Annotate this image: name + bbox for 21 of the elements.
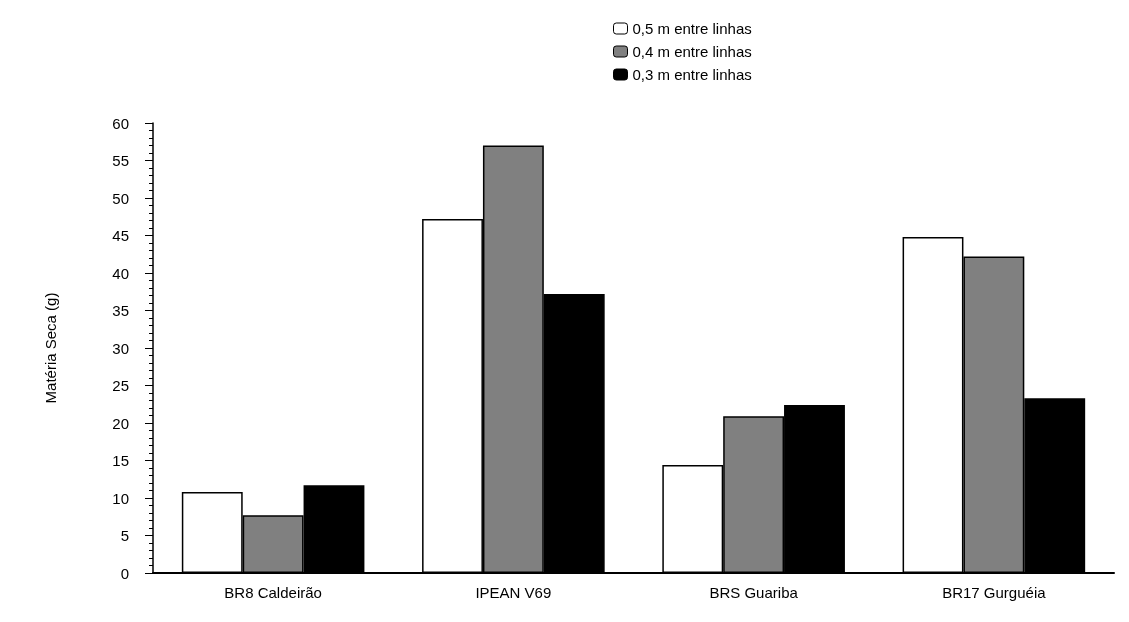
y-tick-label: 25 bbox=[112, 377, 129, 394]
y-tick-label: 35 bbox=[112, 302, 129, 319]
y-tick-label: 0 bbox=[120, 564, 129, 582]
y-tick-label: 10 bbox=[112, 489, 129, 507]
y-tick-label: 20 bbox=[112, 414, 129, 432]
legend-label: 0,3 m entre linhas bbox=[632, 66, 752, 83]
x-tick-label: IPEAN V69 bbox=[475, 584, 552, 601]
y-tick-label: 5 bbox=[120, 527, 129, 544]
legend-label: 0,4 m entre linhas bbox=[632, 43, 752, 60]
y-tick-label: 40 bbox=[112, 264, 129, 282]
y-tick-label: 45 bbox=[112, 227, 129, 244]
y-tick-label: 15 bbox=[112, 452, 129, 469]
x-tick-label: BR8 Caldeirão bbox=[224, 584, 322, 601]
y-tick-label: 60 bbox=[112, 114, 129, 132]
y-axis-title: Matéria Seca (g) bbox=[42, 292, 59, 404]
x-tick-label: BRS Guariba bbox=[709, 584, 799, 601]
y-tick-label: 50 bbox=[112, 189, 129, 207]
legend-label: 0,5 m entre linhas bbox=[632, 20, 752, 37]
y-tick-label: 30 bbox=[112, 339, 129, 357]
x-tick-label: BR17 Gurguéia bbox=[942, 584, 1047, 601]
y-tick-label: 55 bbox=[112, 152, 129, 169]
